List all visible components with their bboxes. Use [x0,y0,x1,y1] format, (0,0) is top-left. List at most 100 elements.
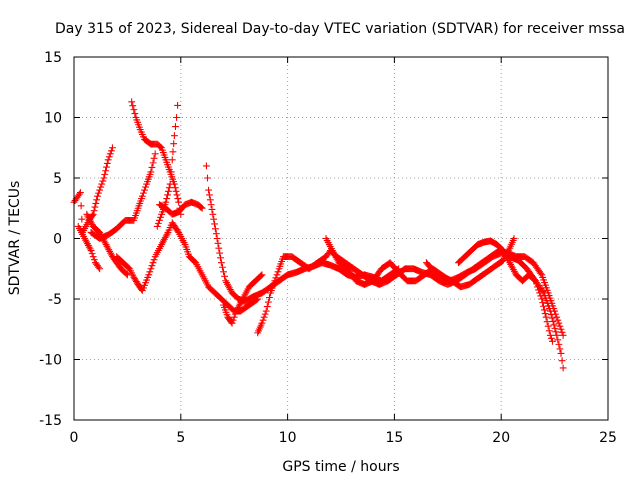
chart-title: Day 315 of 2023, Sidereal Day-to-day VTE… [55,21,625,37]
series-track-h [156,198,206,218]
data-point-marker [93,196,101,204]
data-point-marker [544,322,552,330]
data-point-marker [555,340,563,348]
data-point-marker [546,307,554,315]
data-point-marker [263,303,271,310]
data-point-marker [533,280,540,288]
data-point-marker [212,230,220,238]
data-point-marker [99,177,107,185]
data-point-marker [173,191,181,199]
data-point-marker [540,306,548,314]
data-point-marker [547,334,555,342]
data-point-marker [174,102,181,109]
data-point-marker [151,150,159,158]
data-point-marker [214,239,222,247]
data-marks [70,98,567,372]
x-axis-label: GPS time / hours [282,459,399,475]
data-point-marker [141,186,148,194]
data-point-marker [559,331,567,339]
data-point-marker [105,153,113,161]
data-point-marker [215,244,223,252]
data-point-marker [538,295,546,303]
data-point-marker [175,198,183,206]
data-point-marker [258,319,266,327]
series-track-m [455,237,556,345]
data-point-marker [209,210,217,218]
data-point-marker [257,272,265,280]
data-point-marker [145,271,153,279]
data-point-marker [271,277,279,285]
data-point-marker [138,192,146,200]
data-point-marker [172,123,179,130]
data-point-marker [131,110,139,117]
data-point-marker [90,256,98,264]
y-tick-label: 5 [53,171,62,187]
data-point-marker [542,313,550,321]
data-point-marker [559,364,567,372]
data-point-marker [558,328,566,336]
data-point-marker [197,203,204,211]
data-point-marker [162,198,170,206]
data-point-marker [549,318,557,325]
data-point-marker [173,114,180,121]
data-point-marker [558,357,566,365]
data-point-marker [543,318,551,326]
data-point-marker [165,187,172,195]
data-point-marker [129,102,137,110]
data-point-marker [229,316,237,324]
data-point-marker [203,162,210,170]
data-point-marker [89,253,97,261]
data-point-marker [208,206,216,213]
x-tick-label: 5 [176,430,185,446]
data-point-marker [164,191,171,199]
data-point-marker [206,196,214,204]
data-point-marker [122,270,130,278]
data-point-marker [273,271,281,279]
series-track-a [70,144,116,236]
series-track-d [87,150,159,242]
data-point-marker [98,180,106,188]
data-point-marker [211,220,218,228]
data-point-marker [131,275,139,283]
series-track-j [220,271,266,327]
data-point-marker [97,183,105,191]
data-point-marker [536,289,544,297]
data-point-marker [537,292,545,300]
y-tick-label: -15 [39,413,62,429]
data-point-marker [553,313,561,321]
data-point-marker [172,187,180,195]
data-point-marker [231,310,239,318]
data-point-marker [274,268,282,276]
data-point-marker [551,324,559,332]
data-point-marker [550,321,558,329]
axis-ticks: 0 5 10 15 20 25 -15 -10 -5 0 5 10 15 [39,50,617,446]
data-point-marker [163,195,171,202]
data-point-marker [205,186,212,194]
data-point-marker [148,262,156,270]
data-point-marker [94,192,101,200]
data-point-marker [220,268,227,276]
data-point-marker [510,235,518,242]
x-tick-label: 10 [279,430,297,446]
data-point-marker [555,319,563,327]
data-point-marker [219,263,226,271]
data-point-marker [212,225,219,233]
data-point-marker [102,167,110,175]
data-point-marker [87,247,95,254]
series-track-b [74,223,104,273]
data-point-marker [230,313,238,321]
data-point-marker [210,215,218,223]
data-point-marker [535,286,542,294]
data-point-marker [107,147,115,155]
series-track-l [322,235,567,372]
data-point-marker [549,337,556,345]
data-point-marker [547,311,555,318]
x-tick-label: 25 [599,430,617,446]
data-point-marker [548,314,556,322]
y-tick-label: 15 [44,50,62,66]
data-point-marker [96,265,104,273]
data-point-marker [206,191,213,199]
y-tick-label: 10 [44,111,62,127]
data-point-marker [204,174,211,182]
data-point-marker [539,288,547,295]
